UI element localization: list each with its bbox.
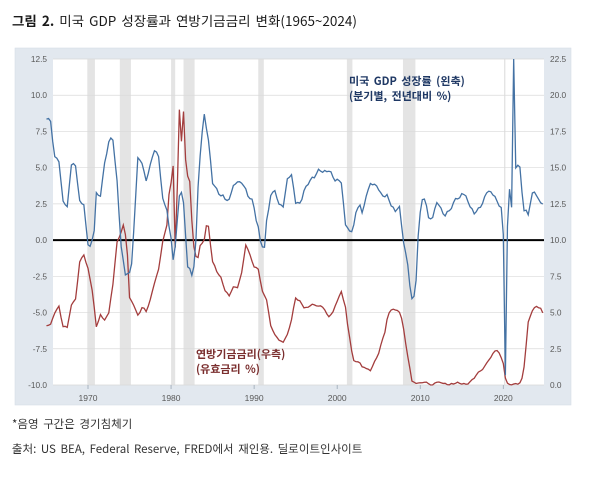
svg-text:-7.5: -7.5: [33, 344, 48, 354]
svg-text:2020: 2020: [494, 393, 513, 403]
svg-text:-10.0: -10.0: [28, 380, 47, 390]
svg-text:20.0: 20.0: [550, 90, 567, 100]
svg-text:17.5: 17.5: [550, 126, 567, 136]
svg-text:2.5: 2.5: [35, 199, 47, 209]
svg-text:10.0: 10.0: [31, 90, 48, 100]
svg-text:2010: 2010: [411, 393, 430, 403]
svg-text:12.5: 12.5: [550, 199, 567, 209]
svg-text:0.0: 0.0: [35, 235, 47, 245]
svg-text:0.0: 0.0: [550, 380, 562, 390]
svg-text:22.5: 22.5: [550, 54, 567, 64]
svg-text:-2.5: -2.5: [33, 271, 48, 281]
svg-text:-5.0: -5.0: [33, 308, 48, 318]
svg-text:7.5: 7.5: [550, 271, 562, 281]
svg-text:2000: 2000: [328, 393, 347, 403]
svg-text:12.5: 12.5: [31, 54, 48, 64]
svg-text:1970: 1970: [79, 393, 98, 403]
svg-text:2.5: 2.5: [550, 344, 562, 354]
svg-text:5.0: 5.0: [35, 163, 47, 173]
svg-text:5.0: 5.0: [550, 308, 562, 318]
svg-text:10.0: 10.0: [550, 235, 567, 245]
svg-text:7.5: 7.5: [35, 126, 47, 136]
svg-text:1980: 1980: [162, 393, 181, 403]
svg-text:15.0: 15.0: [550, 163, 567, 173]
svg-text:1990: 1990: [245, 393, 264, 403]
